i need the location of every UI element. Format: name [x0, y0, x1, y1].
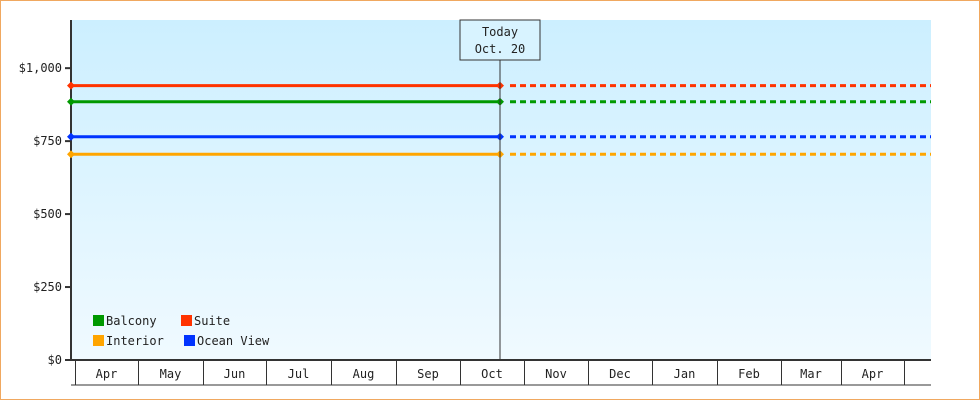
data-point: [67, 132, 75, 141]
legend-label: Suite: [194, 314, 230, 328]
x-tick-label: Jul: [288, 367, 310, 381]
x-tick-label: Nov: [545, 367, 567, 381]
y-tick-label: $750: [33, 134, 62, 148]
x-tick-label: Apr: [862, 367, 884, 381]
x-tick-label: May: [160, 367, 182, 381]
legend-item: Interior: [93, 334, 164, 348]
legend-label: Ocean View: [197, 334, 270, 348]
legend-item: Suite: [181, 314, 230, 328]
today-marker: Today Oct. 20: [459, 19, 541, 360]
data-point: [67, 150, 75, 159]
legend-item: Balcony: [93, 314, 157, 328]
today-label: Today: [482, 25, 518, 39]
legend-swatch: [93, 315, 104, 326]
legend-swatch: [181, 315, 192, 326]
x-tick-label: Apr: [96, 367, 118, 381]
legend-swatch: [93, 335, 104, 346]
data-point: [67, 81, 75, 90]
x-tick-label: Sep: [417, 367, 439, 381]
x-tick-label: Dec: [609, 367, 631, 381]
legend-label: Interior: [106, 334, 164, 348]
data-point: [67, 97, 75, 106]
y-tick-label: $500: [33, 207, 62, 221]
y-tick-label: $250: [33, 280, 62, 294]
x-tick-label: Mar: [800, 367, 822, 381]
legend-label: Balcony: [106, 314, 157, 328]
today-date: Oct. 20: [475, 42, 526, 56]
legend-swatch: [184, 335, 195, 346]
y-tick-label: $0: [48, 353, 62, 367]
x-tick-label: Jun: [224, 367, 246, 381]
x-tick-label: Feb: [738, 367, 760, 381]
plot-area: [71, 20, 931, 360]
x-tick-label: Jan: [674, 367, 696, 381]
x-tick-label: Oct: [481, 367, 503, 381]
legend-item: Ocean View: [184, 334, 270, 348]
x-tick-label: Aug: [353, 367, 375, 381]
y-tick-label: $1,000: [19, 61, 62, 75]
